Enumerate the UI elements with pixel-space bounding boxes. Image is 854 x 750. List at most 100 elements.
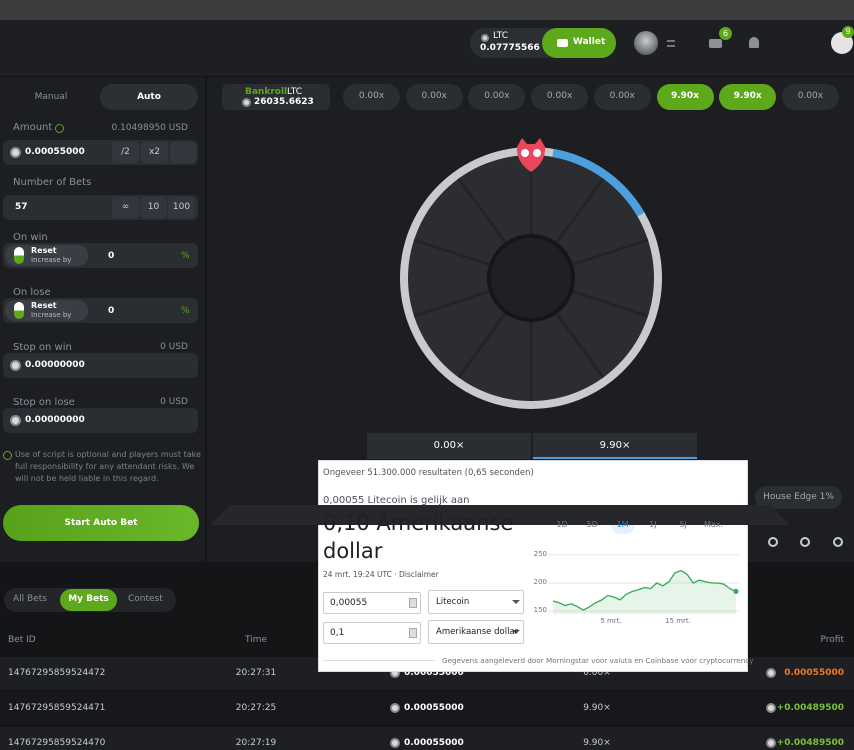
tab: Auto <box>137 92 161 102</box>
history-label: 0.00x <box>421 91 447 101</box>
range-button[interactable]: 1D <box>556 520 568 529</box>
start-button[interactable] <box>3 505 199 541</box>
unit: % <box>181 306 190 316</box>
unit: % <box>181 251 190 261</box>
spinner <box>409 598 417 608</box>
field-label: Stop on win <box>13 342 72 353</box>
wallet-button[interactable] <box>542 28 616 58</box>
currency-value: Amerikaanse dollar <box>436 627 519 637</box>
info-icon <box>55 124 64 133</box>
outcome-tab[interactable] <box>367 433 531 459</box>
amount-value: 0,00055 <box>330 598 368 608</box>
header <box>0 20 854 76</box>
bet-row[interactable] <box>0 727 854 750</box>
house-edge <box>755 486 842 509</box>
wheel-value: 0.00 <box>498 265 553 290</box>
tab-active[interactable] <box>100 84 198 110</box>
range-button[interactable]: 5D <box>586 520 598 529</box>
toggle-sublabel: Increase by <box>31 311 72 319</box>
google-card <box>318 460 748 672</box>
switch <box>14 302 24 319</box>
input-button[interactable] <box>112 142 139 163</box>
range-button[interactable]: 1M <box>616 520 629 529</box>
history-pill <box>468 84 526 110</box>
field-label: On win <box>13 232 48 243</box>
mail-icon[interactable] <box>709 39 722 48</box>
menu-icon <box>667 40 675 47</box>
input-button[interactable] <box>112 197 139 218</box>
x-tick-label: 5 mrt. <box>600 617 622 625</box>
house-edge-label: House Edge 1% <box>763 492 834 502</box>
currency-select[interactable] <box>428 590 524 614</box>
amount-input[interactable] <box>323 592 421 614</box>
input[interactable] <box>3 408 198 433</box>
button-label: x2 <box>148 147 161 157</box>
input[interactable] <box>3 353 198 378</box>
input-button[interactable] <box>141 142 168 163</box>
history-label: 0.00x <box>797 91 824 101</box>
toggle-sublabel: Increase by <box>31 256 72 264</box>
bet-time: 20:27:19 <box>235 738 277 748</box>
amount-input[interactable] <box>323 622 421 644</box>
history-label: 0.00x <box>484 91 510 101</box>
field-note: 0 USD <box>160 342 188 352</box>
toggle[interactable] <box>5 300 88 321</box>
stepper[interactable] <box>170 142 196 163</box>
history-pill <box>656 84 714 110</box>
wheel-suffix: × <box>553 271 564 286</box>
bet-multiplier: 9.90× <box>583 738 611 748</box>
disclaimer: Use of script is optional and players mu… <box>15 450 201 483</box>
coin-icon <box>10 147 21 158</box>
attribution: Gegevens aangeleverd door Morningstar vo… <box>442 656 754 665</box>
field-label: Amount <box>13 122 53 133</box>
outcome-tab[interactable] <box>533 433 697 459</box>
bets-tab[interactable]: Contest <box>128 594 163 604</box>
toggle[interactable] <box>5 245 88 266</box>
tab[interactable]: Manual <box>34 92 68 102</box>
switch <box>14 247 24 264</box>
field-value: 0 <box>108 306 115 316</box>
outcome-label: 9.90× <box>599 440 631 451</box>
bets-tab-active[interactable] <box>60 589 117 611</box>
avatar[interactable] <box>634 31 658 55</box>
currency-select[interactable] <box>428 620 524 644</box>
bets-tab: My Bets <box>68 594 109 604</box>
spinner <box>409 628 417 638</box>
bets-tab[interactable]: All Bets <box>13 594 47 604</box>
tool-icon[interactable] <box>833 537 843 547</box>
amount-value: 0,1 <box>330 628 345 638</box>
field-value: 0.00000000 <box>25 415 85 425</box>
top-strip <box>0 0 854 20</box>
history-label: 0.00x <box>546 91 573 101</box>
column-header: Time <box>244 635 268 645</box>
conversion-date: 24 mrt. 19:24 UTC · Disclaimer <box>323 570 439 579</box>
bankroll <box>222 84 330 110</box>
tool-icon[interactable] <box>800 537 810 547</box>
coin-icon <box>10 360 21 371</box>
button-label: Start Auto Bet <box>64 518 138 528</box>
button-label: ∞ <box>121 202 130 212</box>
bell-icon[interactable] <box>749 37 759 48</box>
badge <box>842 26 854 38</box>
tool-icon[interactable] <box>768 537 778 547</box>
badge-count: 6 <box>722 29 729 38</box>
bet-row[interactable] <box>0 692 854 725</box>
range-button[interactable]: 5J <box>679 520 687 529</box>
bet-multiplier: 0.00× <box>583 668 611 678</box>
coin-icon <box>766 738 776 748</box>
field-value: 0 <box>108 251 115 261</box>
badge <box>719 27 732 40</box>
wallet-label: Wallet <box>573 37 606 47</box>
input-button[interactable] <box>168 197 195 218</box>
bet-profit: 0.00055000 <box>784 668 844 678</box>
coin-icon <box>481 34 489 42</box>
select-caret <box>512 630 520 634</box>
input-button[interactable] <box>140 197 167 218</box>
range-button[interactable]: Max. <box>703 520 724 529</box>
button-label: 10 <box>147 202 160 212</box>
bankroll-value: 26035.6623 <box>254 97 314 107</box>
range-button[interactable]: 1J <box>649 520 657 529</box>
currency: LTC <box>493 31 509 41</box>
button-label: /2 <box>121 147 130 157</box>
